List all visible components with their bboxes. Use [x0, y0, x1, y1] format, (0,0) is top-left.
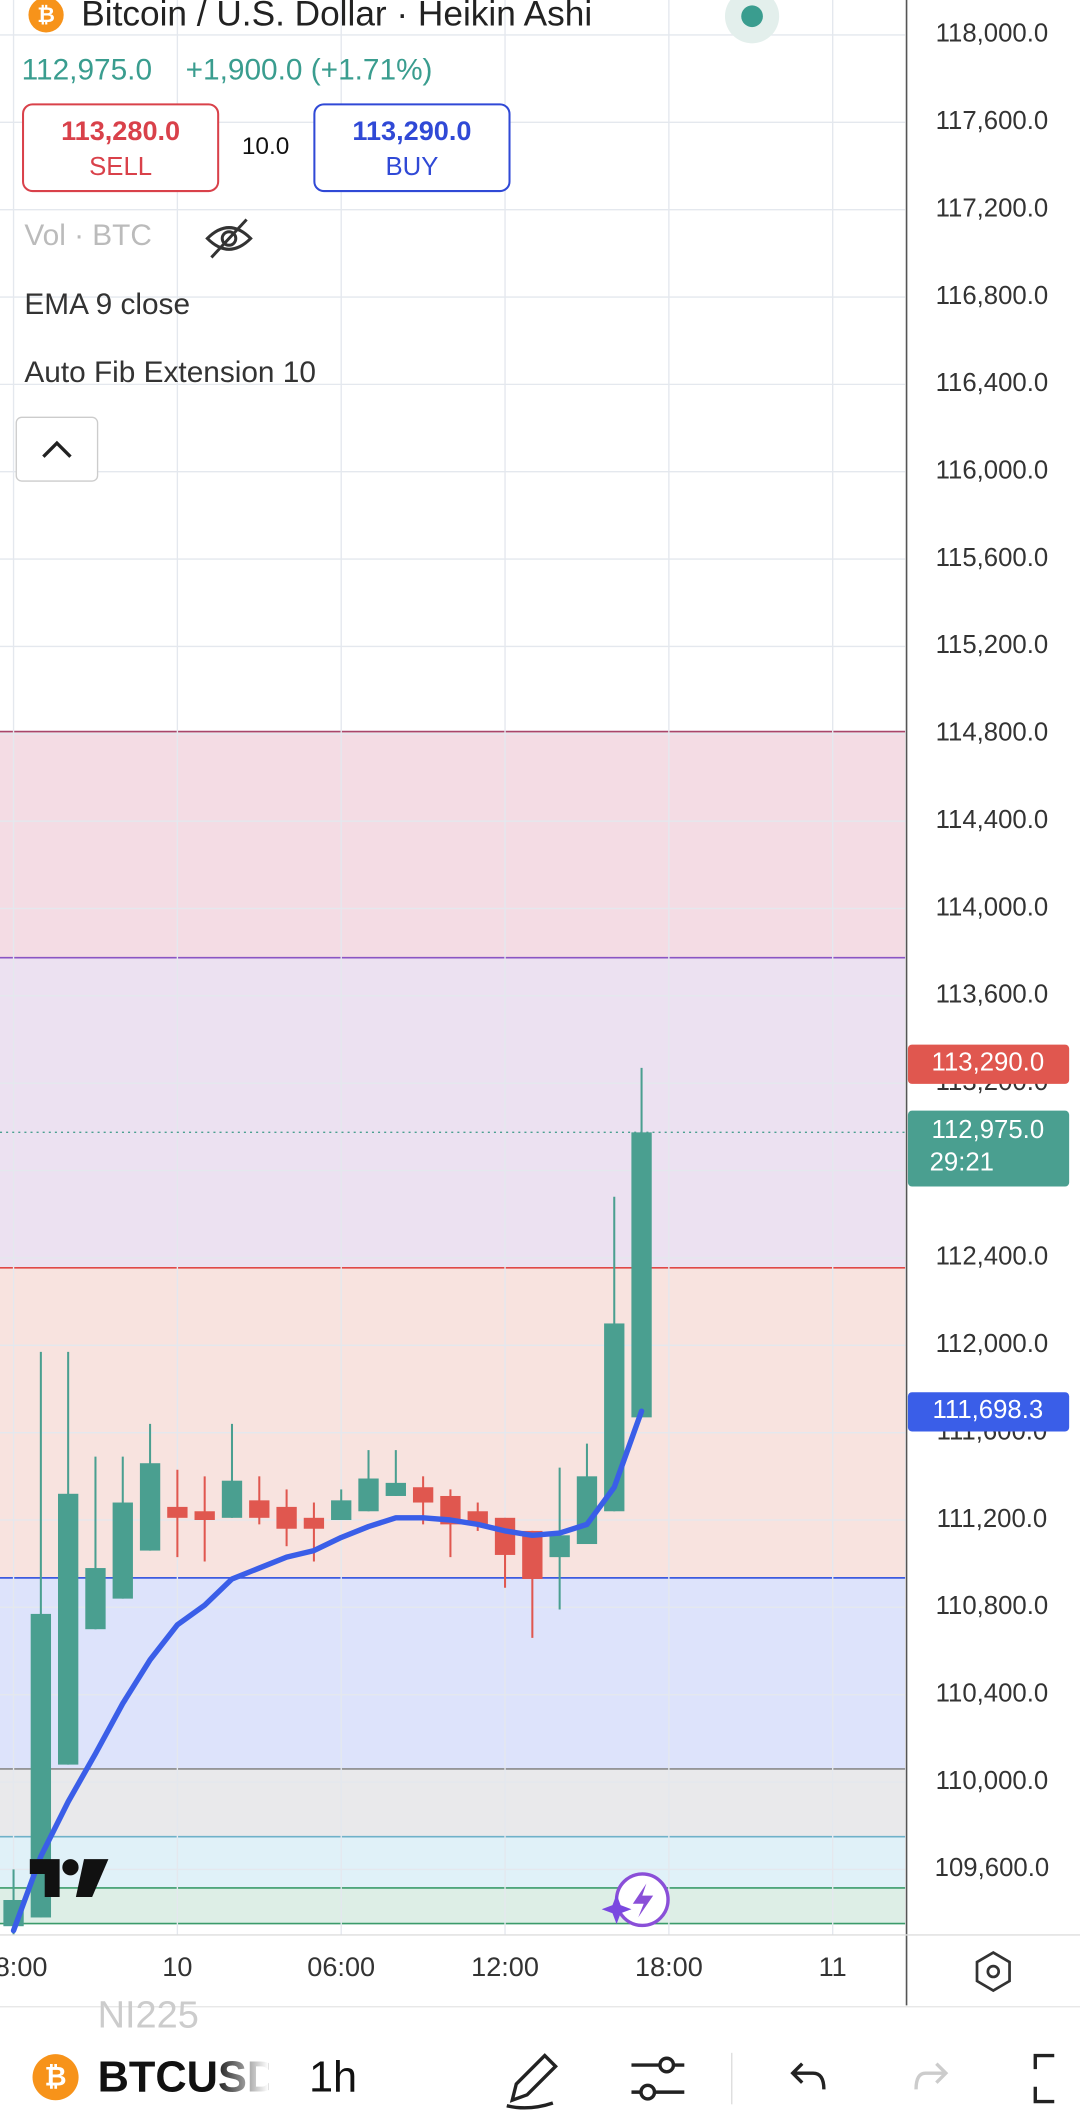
y-tick-label: 116,800.0: [936, 282, 1049, 310]
y-tick-label: 114,400.0: [936, 806, 1049, 834]
candle-body: [221, 1480, 243, 1518]
y-tick-label: 110,000.0: [936, 1767, 1049, 1795]
y-tick-label: 117,200.0: [936, 194, 1049, 222]
candle-body: [358, 1478, 379, 1512]
y-tick-label: 110,400.0: [936, 1680, 1049, 1708]
countdown: 29:21: [930, 1148, 994, 1176]
fib-zone: [0, 1577, 906, 1769]
price-badge-label: 112,975.0: [932, 1116, 1045, 1144]
candle-body: [604, 1323, 625, 1512]
redo-icon[interactable]: [914, 2062, 949, 2090]
y-tick-label: 116,000.0: [936, 457, 1049, 485]
y-tick-label: 111,200.0: [937, 1505, 1048, 1533]
hidden-eye-icon[interactable]: [205, 218, 253, 259]
interval[interactable]: 1h: [309, 2053, 357, 2101]
price-badge: [907, 1392, 1070, 1432]
price-badge-label: 113,290.0: [932, 1048, 1045, 1076]
x-tick-label: 12:00: [471, 1951, 539, 1982]
candle-body: [385, 1482, 406, 1496]
watchlist-symbol[interactable]: NI225: [98, 1995, 199, 2037]
price-badge: [907, 1044, 1070, 1084]
draw-icon[interactable]: [506, 2053, 558, 2110]
y-tick-label: 113,600.0: [936, 981, 1049, 1009]
symbol-fade: [214, 2046, 269, 2114]
y-tick-label: 118,000.0: [936, 20, 1049, 48]
candle-body: [494, 1517, 516, 1555]
candle-body: [276, 1506, 297, 1529]
candle-body: [303, 1517, 325, 1529]
buy-price: 113,290.0: [352, 115, 471, 146]
y-tick-label: 117,600.0: [936, 107, 1049, 135]
fib-zone: [0, 1768, 906, 1837]
fib-zone: [0, 1887, 906, 1924]
buy-button[interactable]: 113,290.0 BUY: [313, 103, 511, 193]
indicator-fib[interactable]: Auto Fib Extension 10: [24, 356, 316, 389]
x-tick-label: 11: [819, 1951, 847, 1982]
y-tick-label: 114,000.0: [936, 893, 1049, 921]
symbol-icon: [32, 2054, 79, 2101]
indicators-icon[interactable]: [631, 2056, 685, 2101]
candle-body: [57, 1493, 79, 1765]
fullscreen-icon[interactable]: [1033, 2053, 1055, 2104]
tradingview-logo: [29, 1859, 109, 1898]
last-price: 112,975.0: [22, 54, 152, 87]
y-tick-label: 112,000.0: [936, 1330, 1049, 1358]
y-tick-label: 115,200.0: [936, 631, 1049, 659]
price-badge: [907, 1110, 1070, 1187]
x-tick-label: 06:00: [307, 1951, 375, 1982]
fib-zone: [0, 1836, 906, 1888]
indicator-volume[interactable]: Vol · BTC: [24, 219, 152, 252]
price-badges: 113,290.0 112,975.0 29:21 111,698.3: [907, 1044, 1070, 1432]
btc-icon: [28, 0, 64, 33]
ema-line: [10, 1408, 645, 1934]
plot: [0, 1067, 906, 1935]
sell-button[interactable]: 113,280.0 SELL: [22, 103, 220, 193]
assistant-icon[interactable]: [601, 1872, 670, 1928]
y-tick-label: 109,600.0: [935, 1854, 1050, 1882]
y-tick-label: 112,400.0: [936, 1243, 1049, 1271]
x-tick-label: 18:00: [635, 1951, 703, 1982]
settings-icon[interactable]: [975, 1950, 1011, 1993]
candle-body: [85, 1568, 106, 1630]
indicator-ema[interactable]: EMA 9 close: [24, 288, 190, 321]
candle-body: [631, 1132, 652, 1418]
fib-zone: [0, 957, 906, 1268]
candle-body: [412, 1487, 434, 1503]
undo-icon[interactable]: [790, 2062, 826, 2090]
buy-label: BUY: [385, 153, 438, 181]
candle-body: [112, 1502, 133, 1599]
symbol-icon-glyph: ₿: [45, 2061, 67, 2092]
btc-glyph: ₿: [37, 2, 55, 27]
sell-label: SELL: [89, 153, 152, 181]
candle-body: [249, 1500, 270, 1518]
candle-body: [331, 1500, 352, 1521]
y-tick-label: 110,800.0: [936, 1592, 1049, 1620]
fib-zone: [0, 1267, 906, 1578]
collapse-button[interactable]: [15, 416, 99, 482]
candle-body: [522, 1530, 543, 1579]
fib-zones: [0, 730, 906, 1925]
candle-body: [194, 1511, 215, 1521]
ema-value-label: 111,698.3: [933, 1396, 1044, 1424]
x-tick-label: 18:00: [0, 1951, 47, 1982]
status-dot: [741, 5, 763, 28]
y-tick-label: 115,600.0: [936, 544, 1049, 572]
symbol-mask: [268, 2046, 282, 2114]
candle-body: [549, 1535, 570, 1558]
fib-zone: [0, 731, 906, 958]
y-tick-label: 116,400.0: [936, 369, 1049, 397]
x-tick-label: 10: [162, 1951, 192, 1982]
y-tick-label: 114,800.0: [936, 719, 1049, 747]
candle-body: [139, 1463, 161, 1551]
sell-price: 113,280.0: [61, 115, 180, 146]
symbol-title: Bitcoin / U.S. Dollar · Heikin Ashi: [81, 0, 592, 34]
quantity[interactable]: 10.0: [242, 133, 289, 160]
candle-body: [167, 1506, 188, 1518]
price-change: +1,900.0 (+1.71%): [186, 54, 433, 87]
